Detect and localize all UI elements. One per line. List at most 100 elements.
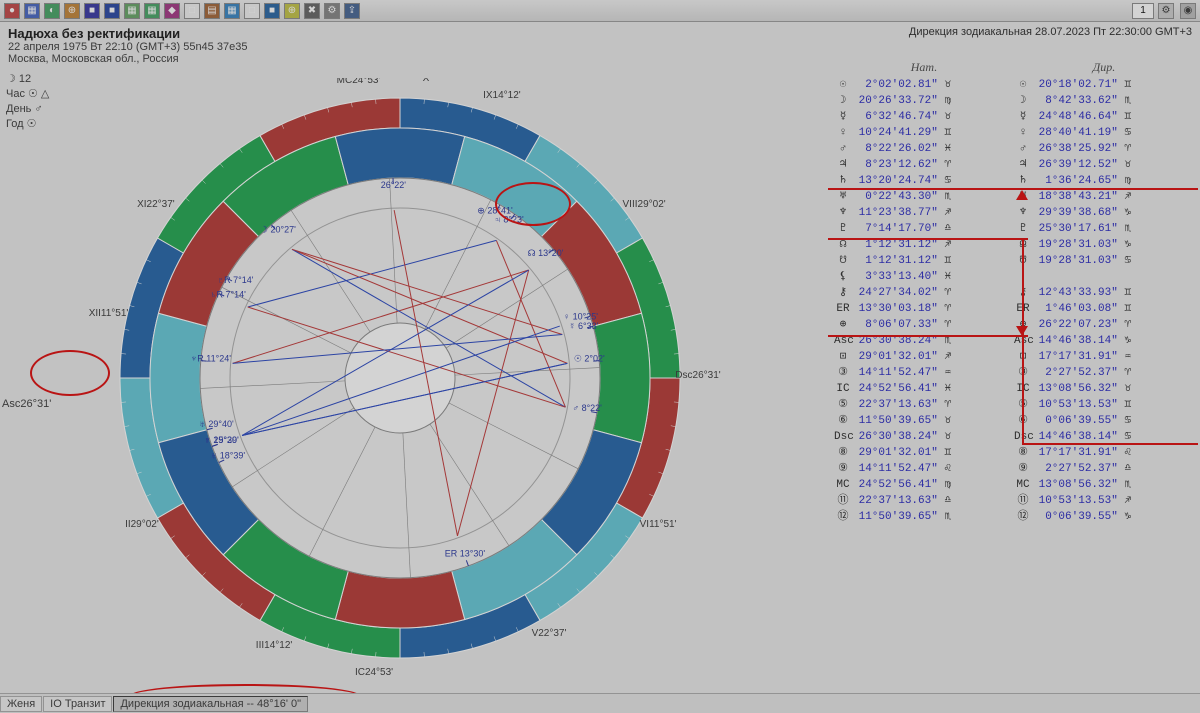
svg-text:☊ 13°20': ☊ 13°20' xyxy=(528,248,564,258)
table-row: ⑨ 14°11'52.47" ♌ xyxy=(834,461,1014,477)
table-row: ☋ 19°28'31.03" ♋ xyxy=(1014,253,1194,269)
toolbar-button[interactable]: ▦ xyxy=(144,3,160,19)
direction-header: Дир. xyxy=(1014,60,1194,77)
table-row: ☉ 2°02'02.81" ♉ xyxy=(834,77,1014,93)
table-row: ♆ 11°23'38.77" ♐ xyxy=(834,205,1014,221)
toolbar-buttons: ●▦◐⊕■■▦▦◆□▤▦□■⊕✖⚙⇪ xyxy=(2,3,362,19)
table-row: ⑫ 11°50'39.65" ♏ xyxy=(834,509,1014,525)
table-row: ER 13°30'03.18" ♈ xyxy=(834,301,1014,317)
svg-text:IC24°53': IC24°53' xyxy=(355,667,393,678)
annotation-arrow-down xyxy=(1016,326,1028,336)
table-row: IC 24°52'56.41" ♓ xyxy=(834,381,1014,397)
toolbar-button[interactable]: ▦ xyxy=(124,3,140,19)
svg-text:♆R 11°24': ♆R 11°24' xyxy=(191,353,232,363)
table-row: ③ 2°27'52.37" ♈ xyxy=(1014,365,1194,381)
table-row: ☿ 24°48'46.64" ♊ xyxy=(1014,109,1194,125)
table-row: ♇ 25°30'17.61" ♏ xyxy=(1014,221,1194,237)
toolbar-button[interactable]: ● xyxy=(4,3,20,19)
svg-text:II29°02': II29°02' xyxy=(125,519,159,530)
table-row: ⑪ 22°37'13.63" ♎ xyxy=(834,493,1014,509)
table-row: ☉ 20°18'02.71" ♊ xyxy=(1014,77,1194,93)
svg-text:⊕ 28°41': ⊕ 28°41' xyxy=(477,205,513,215)
table-row: ♄ 13°20'24.74" ♋ xyxy=(834,173,1014,189)
table-row: ♃ 26°39'12.52" ♉ xyxy=(1014,157,1194,173)
svg-text:♅ 29°40': ♅ 29°40' xyxy=(199,419,234,429)
status-cell[interactable]: Дирекция зодиакальная -- 48°16' 0" xyxy=(113,696,308,712)
svg-text:Dsc26°31': Dsc26°31' xyxy=(675,370,720,381)
table-row: ⊡ 29°01'32.01" ♐ xyxy=(834,349,1014,365)
toolbar-button[interactable]: □ xyxy=(184,3,200,19)
toolbar-button[interactable]: ⇪ xyxy=(344,3,360,19)
status-cell[interactable]: IO Транзит xyxy=(43,696,112,712)
toolbar-button[interactable]: ■ xyxy=(104,3,120,19)
table-row: ⑤ 10°53'13.53" ♊ xyxy=(1014,397,1194,413)
status-bar: ЖеняIO ТранзитДирекция зодиакальная -- 4… xyxy=(0,693,1200,713)
svg-text:III14°12': III14°12' xyxy=(256,640,293,651)
toolbar-button[interactable]: ▦ xyxy=(224,3,240,19)
table-row: ⑫ 0°06'39.55" ♑ xyxy=(1014,509,1194,525)
table-row: ☊ 1°12'31.12" ♐ xyxy=(834,237,1014,253)
table-row: ⑥ 0°06'39.55" ♋ xyxy=(1014,413,1194,429)
table-row: ⊕ 8°06'07.33" ♈ xyxy=(834,317,1014,333)
natal-chart: Asc26°31' IX14°12'VIII29°02'Dsc26°31'VI1… xyxy=(0,58,820,678)
toolbar-button[interactable]: ◐ xyxy=(44,3,60,19)
table-row: Dsc 26°30'38.24" ♉ xyxy=(834,429,1014,445)
chart-datetime: 22 апреля 1975 Вт 22:10 (GMT+3) 55n45 37… xyxy=(8,41,1192,53)
globe-icon[interactable]: ◉ xyxy=(1180,3,1196,19)
table-row: ☋ 1°12'31.12" ♊ xyxy=(834,253,1014,269)
toolbar-button[interactable]: □ xyxy=(244,3,260,19)
zoom-input[interactable] xyxy=(1132,3,1154,19)
table-row: MC 24°52'56.41" ♍ xyxy=(834,477,1014,493)
table-row: ⑨ 2°27'52.37" ♎ xyxy=(1014,461,1194,477)
table-row: IC 13°08'56.32" ♉ xyxy=(1014,381,1194,397)
table-row: ☿ 6°32'46.74" ♉ xyxy=(834,109,1014,125)
status-cell[interactable]: Женя xyxy=(0,696,42,712)
gear-icon[interactable]: ⚙ xyxy=(1158,3,1174,19)
table-row: ♇ 7°14'17.70" ♎ xyxy=(834,221,1014,237)
chart-svg: IX14°12'VIII29°02'Dsc26°31'VI11°51'V22°3… xyxy=(20,78,800,678)
svg-text:MC24°53': MC24°53' xyxy=(337,78,381,86)
positions-table: Нат. ☉ 2°02'02.81" ♉☽ 20°26'33.72" ♍☿ 6°… xyxy=(834,60,1194,525)
table-row: ☽ 20°26'33.72" ♍ xyxy=(834,93,1014,109)
table-row: ☊ 19°28'31.03" ♑ xyxy=(1014,237,1194,253)
svg-text:VI11°51': VI11°51' xyxy=(640,519,677,530)
toolbar-button[interactable]: ⚙ xyxy=(324,3,340,19)
toolbar-button[interactable]: ▦ xyxy=(24,3,40,19)
main-toolbar: ●▦◐⊕■■▦▦◆□▤▦□■⊕✖⚙⇪ ⚙ ◉ xyxy=(0,0,1200,22)
table-row: ♀ 28°40'41.19" ♋ xyxy=(1014,125,1194,141)
svg-text:☽ 20°27': ☽ 20°27' xyxy=(260,224,296,234)
toolbar-button[interactable]: ■ xyxy=(264,3,280,19)
svg-text:♅ 18°39': ♅ 18°39' xyxy=(211,450,246,460)
table-row: ER 1°46'03.08" ♊ xyxy=(1014,301,1194,317)
svg-text:♃ 8°23': ♃ 8°23' xyxy=(494,214,524,224)
table-row: ⊕ 26°22'07.23" ♈ xyxy=(1014,317,1194,333)
svg-text:IX14°12': IX14°12' xyxy=(483,90,521,101)
toolbar-button[interactable]: ◆ xyxy=(164,3,180,19)
table-row: ⚸ 3°33'13.40" ♓ xyxy=(834,269,1014,285)
table-row: ♅ 18°38'43.21" ♐ xyxy=(1014,189,1194,205)
svg-text:♂ 8°22': ♂ 8°22' xyxy=(572,403,602,413)
table-row: ⑥ 11°50'39.65" ♉ xyxy=(834,413,1014,429)
table-row: ⑧ 17°17'31.91" ♌ xyxy=(1014,445,1194,461)
toolbar-button[interactable]: ■ xyxy=(84,3,100,19)
table-row: ♂ 26°38'25.92" ♈ xyxy=(1014,141,1194,157)
svg-text:ER 13°30': ER 13°30' xyxy=(445,549,486,559)
table-row xyxy=(1014,269,1194,285)
toolbar-button[interactable]: ⊕ xyxy=(64,3,80,19)
svg-text:♄R 7°14': ♄R 7°14' xyxy=(210,290,246,300)
toolbar-button[interactable]: ⊕ xyxy=(284,3,300,19)
svg-text:♀ 10°25': ♀ 10°25' xyxy=(563,311,598,321)
table-row: Dsc 14°46'38.14" ♋ xyxy=(1014,429,1194,445)
svg-text:X: X xyxy=(423,78,430,84)
table-row: ⑧ 29°01'32.01" ♊ xyxy=(834,445,1014,461)
table-row: MC 13°08'56.32" ♏ xyxy=(1014,477,1194,493)
table-row: ⊡ 17°17'31.91" ♒ xyxy=(1014,349,1194,365)
svg-text:XI22°37': XI22°37' xyxy=(137,199,175,210)
toolbar-button[interactable]: ▤ xyxy=(204,3,220,19)
svg-text:♇ 25°30': ♇ 25°30' xyxy=(204,435,239,445)
svg-text:V22°37': V22°37' xyxy=(532,628,567,639)
toolbar-button[interactable]: ✖ xyxy=(304,3,320,19)
table-row: ☽ 8°42'33.62" ♏ xyxy=(1014,93,1194,109)
svg-text:☿ 6°33': ☿ 6°33' xyxy=(569,321,599,331)
direction-info: Дирекция зодиакальная 28.07.2023 Пт 22:3… xyxy=(909,26,1192,38)
